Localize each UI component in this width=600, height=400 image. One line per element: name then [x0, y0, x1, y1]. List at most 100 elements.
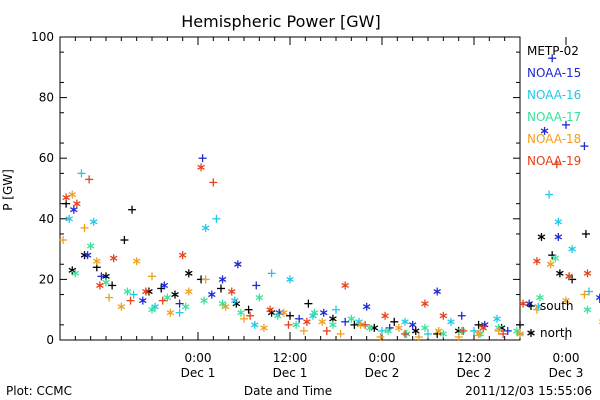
- data-point: [171, 290, 179, 299]
- x-tick-date: Dec 1: [181, 366, 216, 380]
- data-point: [109, 254, 118, 263]
- data-point: [117, 302, 126, 311]
- data-point: [292, 320, 300, 329]
- data-point: [554, 232, 563, 241]
- y-tick-label: 40: [39, 212, 54, 226]
- data-point: [568, 245, 576, 254]
- data-point: [128, 205, 137, 214]
- data-point: [145, 287, 153, 296]
- x-tick-time: 12:00: [273, 351, 308, 365]
- legend-entry: NOAA-15: [527, 66, 581, 80]
- data-point: [148, 272, 156, 281]
- x-tick-date: Dec 3: [549, 366, 584, 380]
- data-point: [537, 232, 546, 241]
- data-point: [286, 311, 294, 320]
- data-point: [536, 293, 544, 302]
- x-axis-label: Date and Time: [244, 384, 332, 398]
- data-point: [424, 329, 432, 338]
- data-point: [139, 296, 147, 305]
- data-point: [532, 305, 541, 314]
- data-point: [562, 120, 570, 129]
- data-point: [421, 323, 429, 332]
- data-point: [390, 317, 399, 326]
- data-point: [459, 326, 468, 335]
- data-point: [273, 311, 282, 320]
- data-point: [551, 254, 560, 263]
- data-point: [132, 257, 141, 266]
- data-point: [129, 290, 138, 299]
- data-point: [556, 269, 564, 278]
- y-axis-label: P [GW]: [1, 169, 15, 211]
- data-point: [540, 126, 549, 135]
- data-point: [65, 214, 73, 223]
- data-point: [499, 329, 508, 338]
- x-tick-time: 0:00: [185, 351, 212, 365]
- chart-title: Hemispheric Power [GW]: [181, 12, 380, 31]
- data-point: [126, 296, 135, 305]
- data-point: [554, 217, 563, 226]
- data-point: [381, 311, 389, 320]
- marker-key: south north: [527, 299, 574, 340]
- data-point: [175, 299, 184, 308]
- data-point: [322, 326, 331, 335]
- data-point: [350, 320, 359, 329]
- data-point: [470, 326, 478, 335]
- data-point: [218, 275, 227, 284]
- data-point: [548, 54, 557, 63]
- data-point: [318, 317, 326, 326]
- data-point: [303, 317, 311, 326]
- data-point: [151, 302, 159, 311]
- data-point: [580, 142, 589, 151]
- marker-key-symbol: [527, 302, 535, 310]
- data-point: [476, 329, 484, 338]
- data-point: [123, 287, 132, 296]
- data-point: [310, 308, 319, 317]
- data-point: [181, 302, 190, 311]
- data-point: [260, 323, 268, 332]
- data-point: [120, 236, 129, 245]
- data-point: [97, 272, 106, 281]
- data-point: [284, 320, 293, 329]
- data-point: [332, 305, 340, 314]
- data-point: [370, 323, 379, 332]
- data-point: [212, 214, 221, 223]
- data-point: [384, 326, 392, 335]
- y-tick-label: 60: [39, 151, 54, 165]
- data-point: [200, 296, 208, 305]
- data-point: [295, 314, 304, 323]
- data-point: [178, 251, 187, 260]
- data-point: [73, 199, 81, 208]
- data-point: [96, 281, 104, 290]
- data-point: [378, 326, 386, 335]
- data-point: [454, 332, 463, 341]
- plot-credit: Plot: CCMC: [6, 384, 72, 398]
- data-point: [142, 287, 150, 296]
- data-point: [457, 311, 466, 320]
- x-tick-date: Dec 2: [365, 366, 400, 380]
- data-point: [433, 287, 441, 296]
- data-point: [286, 275, 294, 284]
- data-point: [105, 293, 114, 302]
- plot-frame: [59, 36, 521, 341]
- data-point: [83, 251, 92, 260]
- data-point: [341, 281, 349, 290]
- y-axis: 0 20 40 60 80 100: [31, 30, 520, 347]
- data-point: [227, 287, 236, 296]
- data-point: [562, 296, 570, 305]
- data-point: [341, 317, 350, 326]
- data-point: [474, 320, 483, 329]
- data-point: [493, 314, 501, 323]
- data-point: [411, 326, 420, 335]
- data-point: [434, 326, 443, 335]
- data-point: [595, 293, 600, 302]
- data-point: [108, 281, 117, 290]
- data-point: [158, 296, 167, 305]
- x-tick-time: 12:00: [457, 351, 492, 365]
- data-point: [503, 326, 512, 335]
- data-point: [565, 272, 573, 281]
- data-point: [68, 266, 77, 275]
- data-point: [197, 163, 205, 172]
- data-point: [201, 275, 210, 284]
- data-point: [71, 269, 80, 278]
